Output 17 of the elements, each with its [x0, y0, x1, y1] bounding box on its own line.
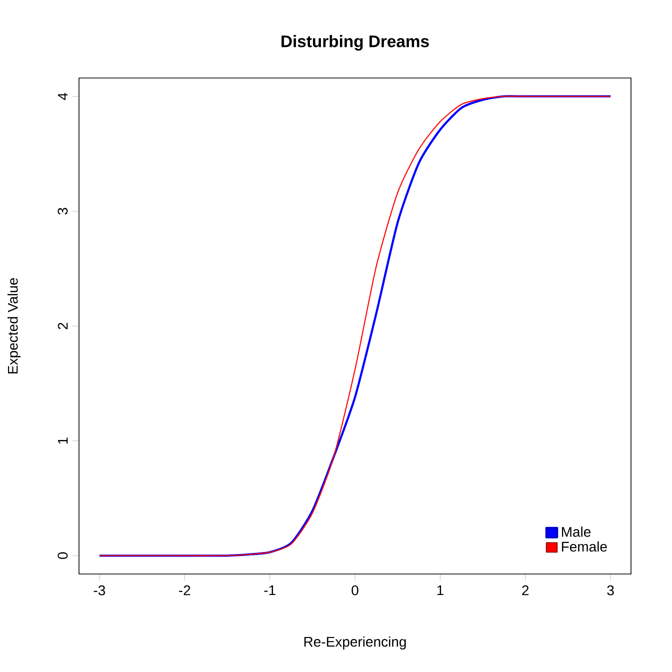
x-axis-title: Re-Experiencing: [304, 636, 406, 650]
x-tick-label: 1: [437, 585, 444, 596]
y-tick-label: 0: [58, 552, 68, 559]
x-tick-label: -1: [264, 585, 276, 596]
legend-label: Female: [562, 541, 607, 552]
chart-title: Disturbing Dreams: [282, 35, 429, 51]
y-tick-label: 2: [58, 322, 68, 330]
x-tick-label: -3: [94, 585, 106, 596]
x-tick-label: 3: [607, 585, 614, 596]
y-tick-label: 4: [58, 92, 68, 100]
legend-label: Male: [562, 526, 591, 537]
x-tick-label: 2: [522, 585, 529, 596]
x-tick-label: 0: [352, 585, 358, 596]
x-tick-label: -2: [179, 585, 190, 596]
y-tick-label: 3: [58, 208, 68, 215]
y-axis-title: Expected Value: [8, 278, 21, 374]
y-tick-label: 1: [58, 438, 68, 444]
